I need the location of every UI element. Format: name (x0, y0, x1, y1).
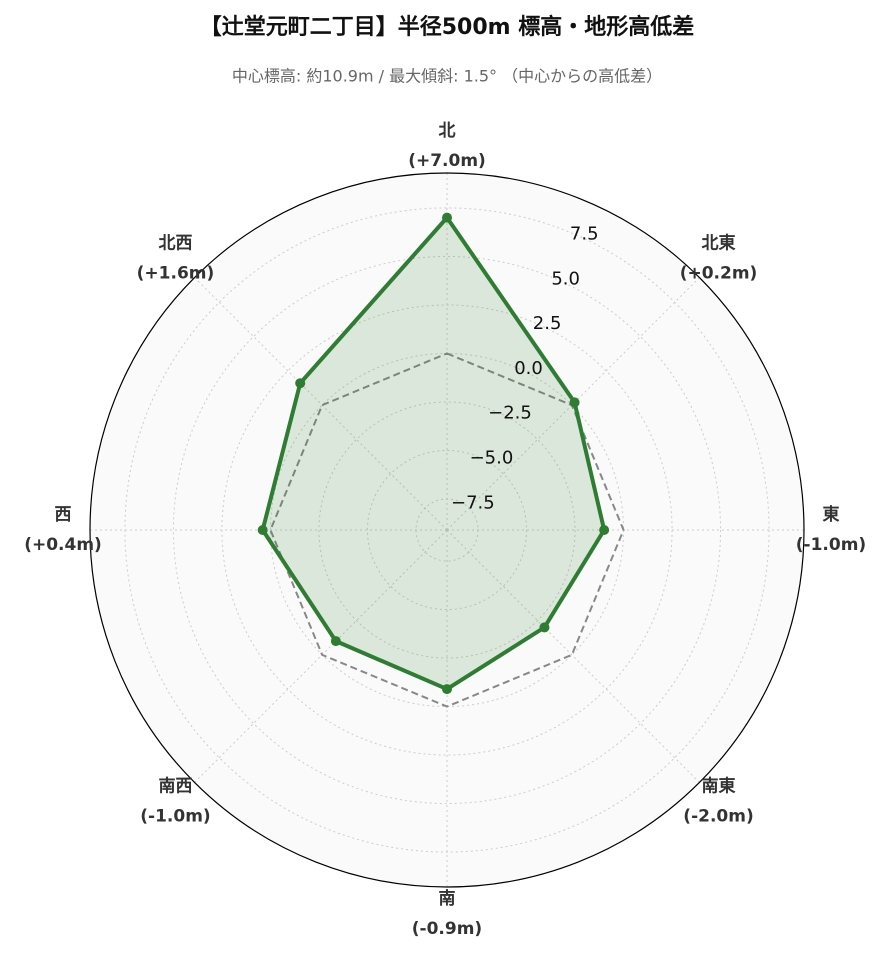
chart-subtitle: 中心標高: 約10.9m / 最大傾斜: 1.5° （中心からの高低差） (232, 67, 662, 86)
category-label: 東 (823, 504, 840, 525)
data-point (442, 212, 452, 223)
category-label: 北西 (158, 233, 192, 253)
grid-circle (318, 401, 576, 659)
data-point (569, 397, 580, 408)
value-label: (+7.0m) (408, 151, 486, 171)
category-label: 南西 (158, 776, 192, 797)
category-label: 北 (439, 121, 456, 141)
reference-line (269, 352, 625, 708)
data-point (257, 525, 268, 535)
grid-circle (124, 207, 770, 853)
chart-title: 【辻堂元町二丁目】半径500m 標高・地形高低差 (200, 14, 695, 40)
data-point (599, 525, 610, 535)
category-label: 南 (439, 888, 456, 909)
category-label: 北東 (702, 232, 736, 253)
r-tick-label: 0.0 (514, 358, 543, 379)
value-label: (+0.4m) (24, 535, 102, 555)
data-point (330, 636, 341, 647)
data-point (539, 622, 550, 633)
r-tick-label: 7.5 (570, 223, 599, 244)
value-label: (+1.6m) (137, 263, 215, 283)
category-label: 西 (55, 505, 72, 525)
data-point (295, 378, 306, 389)
data-point (442, 684, 452, 695)
r-tick-label: 5.0 (551, 268, 580, 289)
r-tick-label: −7.5 (451, 492, 495, 513)
category-label: 南東 (702, 776, 736, 797)
grid-circle (366, 449, 528, 611)
value-label: (+0.2m) (680, 263, 758, 283)
r-tick-label: 2.5 (533, 313, 562, 334)
value-label: (-2.0m) (683, 807, 753, 827)
grid-circle (172, 255, 722, 805)
r-tick-label: −2.5 (488, 403, 532, 424)
value-label: (-0.9m) (412, 919, 482, 939)
value-label: (-1.0m) (140, 807, 210, 827)
value-label: (-1.0m) (796, 535, 866, 555)
plot-border (89, 172, 805, 888)
r-tick-label: −5.0 (470, 448, 514, 469)
